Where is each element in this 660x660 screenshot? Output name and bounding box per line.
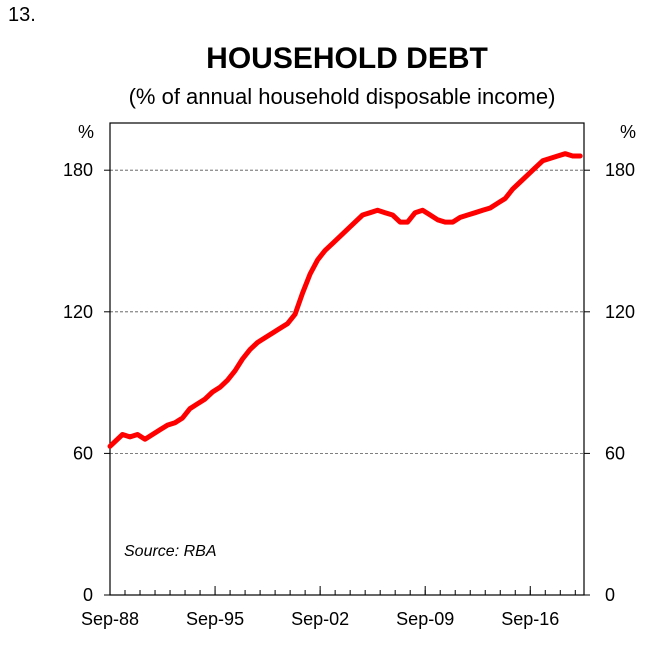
y-axis-right: 0 60 120 180 [584, 160, 635, 605]
series-line-household-debt [107, 151, 583, 449]
y-unit-right: % [620, 122, 636, 142]
chart-title: HOUSEHOLD DEBT [206, 42, 488, 75]
grid-lines [110, 169, 584, 454]
y-tick-label-left: 60 [73, 443, 93, 463]
x-tick-label: Sep-02 [291, 609, 349, 629]
slide-number: 13. [8, 4, 36, 26]
y-unit-left: % [78, 122, 94, 142]
x-tick-label: Sep-09 [396, 609, 454, 629]
x-axis: Sep-88 Sep-95 Sep-02 Sep-09 Sep-16 [81, 586, 576, 629]
y-tick-label-right: 180 [605, 160, 635, 180]
plot-frame [109, 122, 585, 596]
source-note: Source: RBA [124, 543, 216, 560]
y-tick-label-right: 120 [605, 302, 635, 322]
x-tick-label: Sep-95 [186, 609, 244, 629]
x-tick-label: Sep-88 [81, 609, 139, 629]
x-tick-label: Sep-16 [501, 609, 559, 629]
y-tick-label-right: 0 [605, 585, 615, 605]
y-tick-label-left: 180 [63, 160, 93, 180]
series-group [107, 151, 583, 449]
y-axis-left: 0 60 120 180 [63, 160, 110, 605]
y-tick-label-left: 0 [83, 585, 93, 605]
y-tick-label-left: 120 [63, 302, 93, 322]
y-tick-label-right: 60 [605, 443, 625, 463]
chart-subtitle: (% of annual household disposable income… [128, 84, 556, 109]
